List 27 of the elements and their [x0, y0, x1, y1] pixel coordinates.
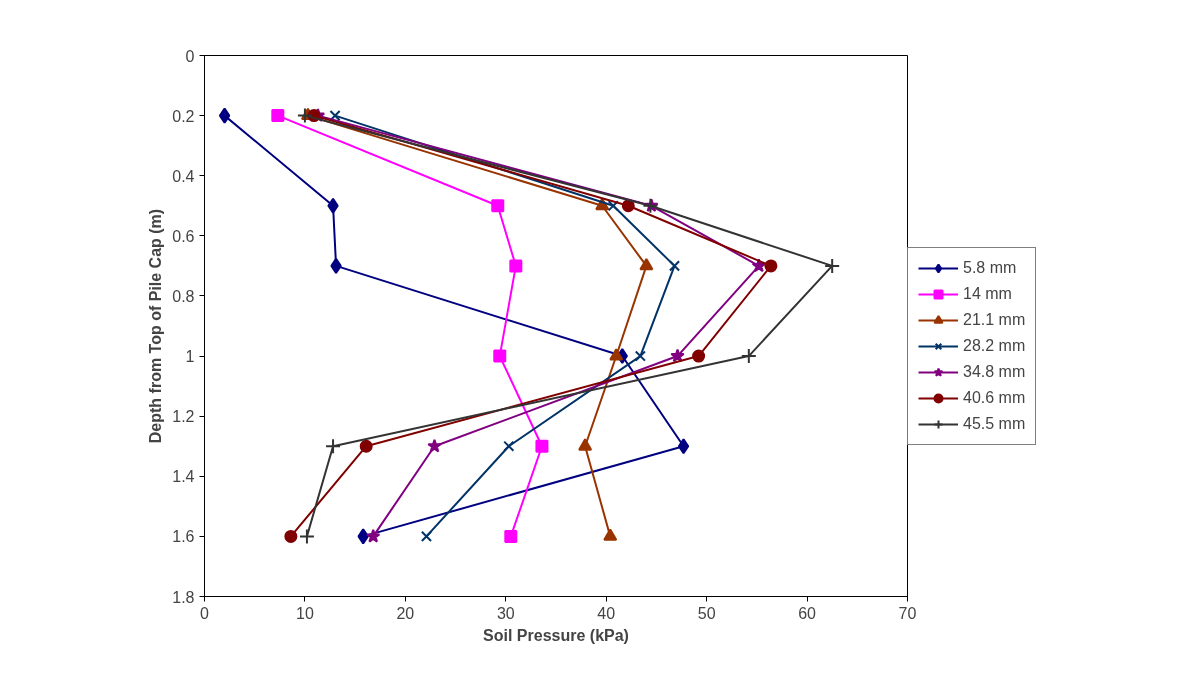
y-tick-label: 0 — [185, 47, 195, 65]
legend-label: 34.8 mm — [963, 363, 1026, 381]
x-tick-label: 40 — [597, 604, 616, 622]
legend-label: 28.2 mm — [963, 337, 1026, 355]
x-tick-label: 70 — [898, 604, 917, 622]
y-tick-label: 1.6 — [172, 528, 195, 546]
y-tick-label: 1.8 — [172, 588, 195, 606]
x-tick-label: 0 — [200, 604, 210, 622]
y-tick-label: 0.8 — [172, 287, 195, 305]
y-tick-label: 1 — [185, 348, 195, 366]
legend-label: 40.6 mm — [963, 389, 1026, 407]
legend-label: 45.5 mm — [963, 415, 1026, 433]
x-tick-label: 50 — [697, 604, 716, 622]
legend-label: 14 mm — [963, 285, 1012, 303]
y-axis-title: Depth from Top of Pile Cap (m) — [147, 208, 165, 444]
x-tick-label: 20 — [396, 604, 415, 622]
y-tick-label: 1.4 — [172, 468, 195, 486]
x-tick-label: 60 — [798, 604, 817, 622]
x-tick-label: 30 — [496, 604, 515, 622]
y-tick-label: 0.6 — [172, 227, 195, 245]
x-tick-label: 10 — [296, 604, 314, 622]
y-tick-label: 1.2 — [172, 408, 195, 426]
y-tick-label: 0.4 — [172, 167, 195, 185]
legend-label: 21.1 mm — [963, 311, 1026, 329]
x-axis-title: Soil Pressure (kPa) — [483, 626, 629, 644]
y-tick-label: 0.2 — [172, 107, 195, 125]
legend-label: 5.8 mm — [963, 259, 1017, 277]
